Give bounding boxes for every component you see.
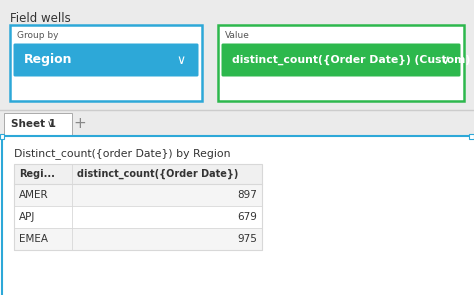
Bar (4, 113, 72, 135)
Text: 975: 975 (237, 234, 257, 244)
Text: 679: 679 (237, 212, 257, 222)
Bar (0, 0, 474, 110)
Text: APJ: APJ (19, 212, 36, 222)
Text: Region: Region (24, 53, 73, 66)
Bar (14, 164, 262, 250)
Bar (14, 164, 262, 184)
Bar (0, 136, 474, 295)
Text: 897: 897 (237, 190, 257, 200)
Text: EMEA: EMEA (19, 234, 48, 244)
Text: distinct_count({Order Date}) (Custom): distinct_count({Order Date}) (Custom) (232, 55, 470, 65)
FancyBboxPatch shape (13, 43, 199, 76)
Bar (10, 25, 202, 101)
Text: +: + (73, 117, 86, 132)
Text: Regi...: Regi... (19, 169, 55, 179)
Text: Group by: Group by (17, 31, 58, 40)
Text: AMER: AMER (19, 190, 49, 200)
Bar (470, 134, 474, 138)
Bar (0, 110, 474, 136)
Text: ∨: ∨ (46, 119, 54, 129)
Bar (14, 228, 262, 250)
FancyBboxPatch shape (221, 43, 461, 76)
Text: distinct_count({Order Date}): distinct_count({Order Date}) (77, 169, 238, 179)
Text: ∨: ∨ (440, 53, 449, 66)
Bar (14, 206, 262, 228)
Text: Value: Value (225, 31, 250, 40)
Text: Distinct_count({order Date}) by Region: Distinct_count({order Date}) by Region (14, 148, 230, 159)
Bar (218, 25, 464, 101)
Bar (14, 184, 262, 206)
Text: Field wells: Field wells (10, 12, 71, 25)
Text: ∨: ∨ (176, 53, 185, 66)
Text: Sheet 1: Sheet 1 (11, 119, 56, 129)
Bar (0, 134, 4, 138)
